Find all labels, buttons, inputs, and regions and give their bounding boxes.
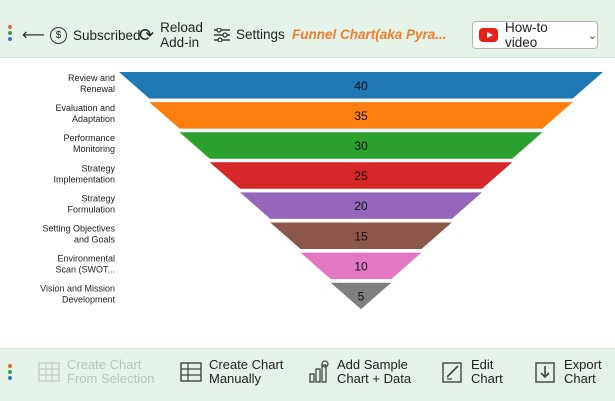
menu-dots-icon[interactable] (8, 364, 13, 382)
edit-chart-button[interactable]: Edit Chart (442, 358, 503, 386)
create-selection-line2: From Selection (67, 371, 155, 386)
funnel-category-label: Strategy Implementation (53, 163, 115, 184)
funnel-segment (179, 132, 543, 159)
top-toolbar: ⟵ $ Subscribed ⟳ Reload Add-in Settings … (0, 0, 615, 58)
howto-label: How-to video (504, 20, 548, 50)
edit-line1: Edit (471, 357, 494, 372)
sample-chart-icon (309, 360, 329, 383)
create-manual-line1: Create Chart (209, 357, 284, 372)
chevron-down-icon: ⌄ (587, 29, 597, 42)
reload-addin-button[interactable]: ⟳ Reload Add-in (139, 20, 203, 50)
funnel-value-label: 25 (354, 169, 368, 183)
funnel-segment (119, 72, 603, 99)
funnel-value-label: 10 (354, 259, 368, 273)
funnel-category-label: Environmental Scan (SWOT... (55, 254, 115, 275)
funnel-category-label: Vision and Mission Development (40, 284, 115, 305)
export-download-icon (535, 362, 555, 383)
funnel-category-label: Strategy Formulation (67, 193, 115, 214)
funnel-category-label: Review and Renewal (68, 73, 115, 94)
funnel-segment (209, 162, 513, 189)
export-chart-button[interactable]: Export Chart (535, 358, 602, 386)
funnel-chart: 40 Review and Renewal 35 Evaluation and Adapt… (0, 58, 615, 348)
add-sample-line1: Add Sample (337, 357, 408, 372)
funnel-value-label: 15 (354, 229, 368, 243)
funnel-category-label: Evaluation and Adaptation (55, 103, 115, 124)
funnel-value-label: 40 (354, 79, 368, 93)
youtube-play-icon (479, 28, 498, 42)
funnel-segment (149, 102, 573, 129)
howto-video-dropdown[interactable]: How-to video ⌄ (472, 20, 598, 50)
edit-line2: Chart (471, 371, 503, 386)
reload-icon: ⟳ (139, 24, 155, 45)
funnel-category-label: Setting Objectives and Goals (42, 224, 115, 245)
menu-dots-icon[interactable] (8, 25, 13, 43)
reload-label-line1: Reload (160, 20, 203, 35)
funnel-segment (330, 282, 392, 310)
funnel-value-label: 5 (358, 289, 365, 303)
table-edit-icon (180, 362, 202, 382)
funnel-value-label: 20 (354, 199, 368, 213)
settings-sliders-icon (214, 27, 230, 42)
create-chart-manually-button[interactable]: Create Chart Manually (180, 358, 283, 386)
funnel-value-label: 35 (354, 109, 368, 123)
export-line2: Chart (564, 371, 596, 386)
funnel-value-label: 30 (354, 139, 368, 153)
funnel-segment (270, 222, 452, 249)
add-sample-chart-button[interactable]: Add Sample Chart + Data (308, 358, 411, 386)
reload-label-line2: Add-in (160, 35, 200, 50)
dollar-circle-icon: $ (50, 27, 67, 44)
table-grid-icon (38, 362, 60, 382)
bottom-toolbar: Create Chart From Selection Create Chart… (0, 348, 615, 401)
funnel-segment (240, 192, 482, 219)
funnel-category-label: Performance Monitoring (63, 133, 115, 154)
create-manual-line2: Manually (209, 371, 262, 386)
funnel-chart-svg: 40 Review and Renewal 35 Evaluation and Adapt… (40, 72, 603, 310)
subscribed-button[interactable]: $ Subscribed (50, 27, 141, 44)
add-sample-line2: Chart + Data (337, 371, 412, 386)
settings-label: Settings (236, 27, 285, 42)
funnel-segment (300, 252, 422, 280)
create-chart-from-selection-button[interactable]: Create Chart From Selection (38, 358, 154, 386)
subscribed-label: Subscribed (73, 28, 141, 43)
edit-chart-icon (442, 362, 462, 383)
create-selection-line1: Create Chart (67, 357, 142, 372)
export-line1: Export (564, 357, 602, 372)
chart-type-title: Funnel Chart(aka Pyra... (292, 27, 447, 42)
settings-button[interactable]: Settings (214, 27, 285, 42)
back-arrow-icon[interactable]: ⟵ (22, 27, 45, 44)
